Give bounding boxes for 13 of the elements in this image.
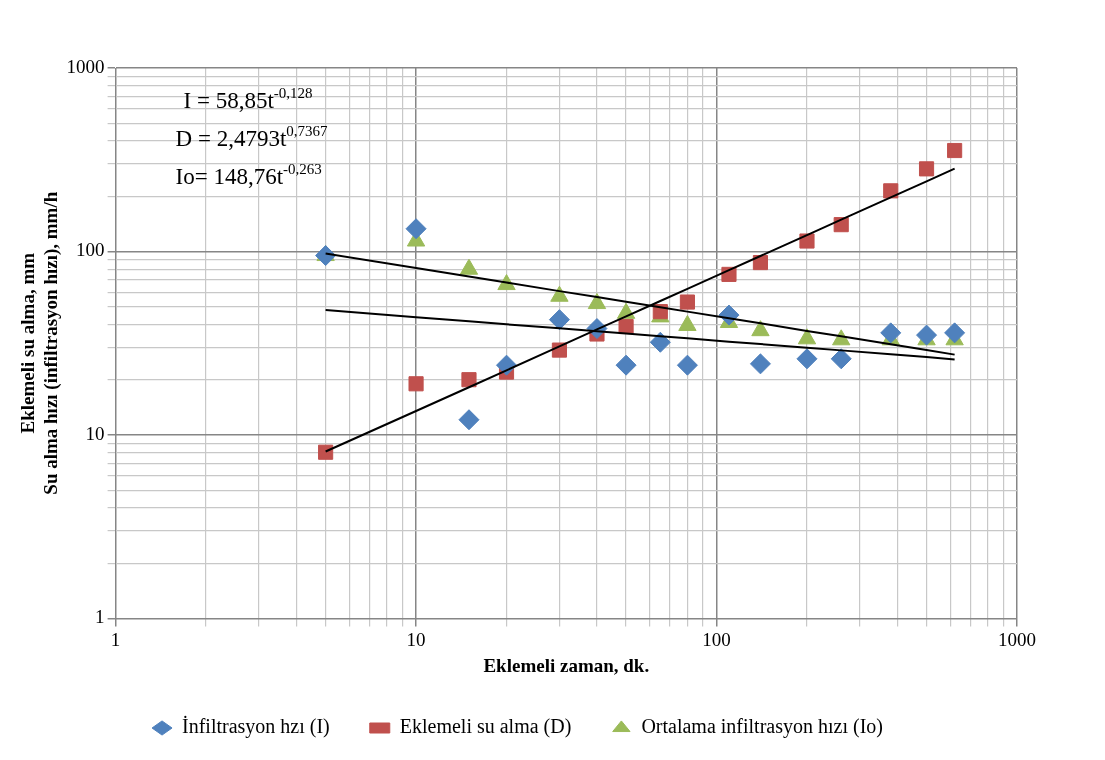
x-tick-label: 10 — [406, 628, 426, 650]
x-tick-label: 1000 — [998, 628, 1036, 650]
y-tick-label: 1000 — [66, 55, 105, 77]
y-tick-label: 1 — [95, 606, 105, 628]
y-axis-title: Eklemeli su alma, mm Su alma hızı (infiltrasyon hızı), mm/h — [17, 191, 63, 495]
y-tick-label: 10 — [85, 422, 105, 444]
y-tick-label: 100 — [76, 239, 105, 261]
x-tick-label: 1 — [110, 628, 121, 650]
x-axis-title: Eklemeli zaman, dk. — [483, 654, 650, 676]
legend-label: İnfiltrasyon hzı (I) — [182, 715, 330, 739]
x-tick-label: 100 — [702, 628, 731, 650]
legend-label: Ortalama infiltrasyon hızı (Io) — [641, 715, 883, 739]
legend-label: Eklemeli su alma (D) — [399, 715, 572, 739]
